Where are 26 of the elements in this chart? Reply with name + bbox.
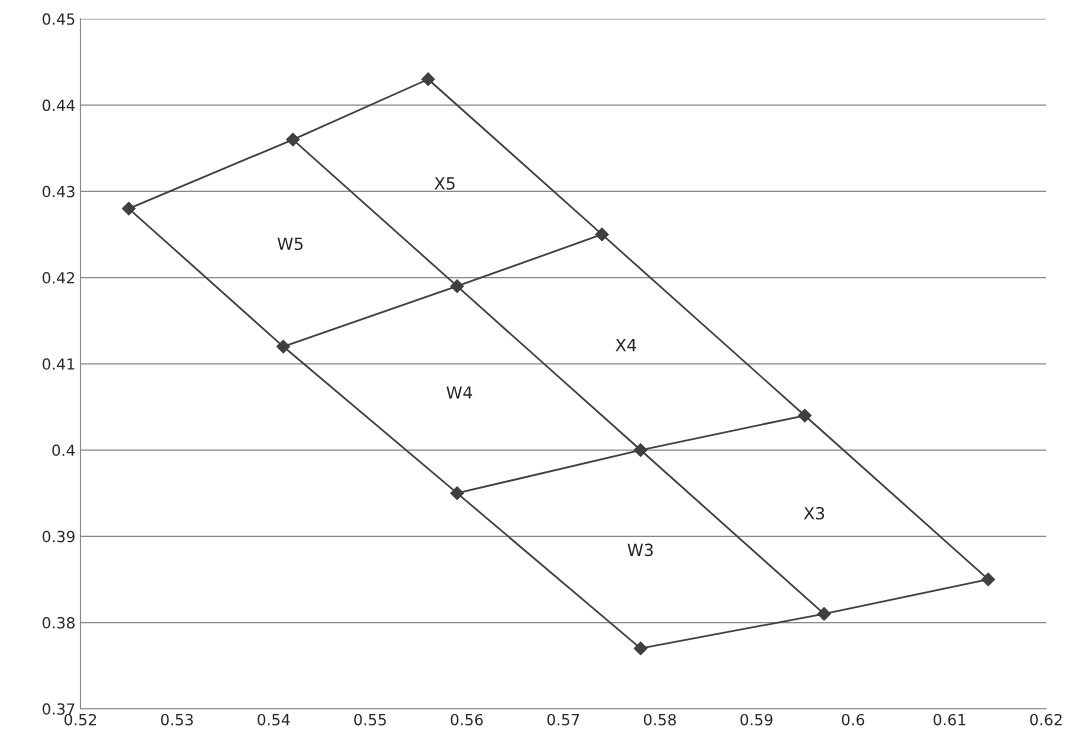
annotation: W3: [627, 543, 653, 557]
x-tick-label: 0.58: [643, 713, 676, 726]
annotation: X4: [615, 339, 637, 352]
y-tick-label: 0.38: [42, 616, 75, 629]
y-tick-label: 0.37: [42, 703, 75, 715]
x-tick-label: 0.57: [547, 713, 580, 726]
x-tick-label: 0.61: [933, 713, 966, 726]
x-tick-label: 0.54: [257, 713, 290, 726]
x-tick-label: 0.52: [64, 713, 96, 726]
y-tick-label: 0.44: [42, 99, 75, 112]
y-tick-label: 0.39: [42, 530, 75, 543]
annotation: W5: [277, 237, 303, 251]
y-tick-label: 0.42: [42, 272, 75, 284]
annotation: X3: [803, 506, 825, 520]
x-tick-label: 0.55: [354, 713, 386, 726]
annotation: X5: [434, 177, 455, 190]
x-tick-label: 0.6: [841, 713, 865, 726]
y-tick-label: 0.43: [42, 185, 75, 198]
x-tick-label: 0.53: [161, 713, 193, 726]
y-tick-label: 0.4: [52, 444, 75, 457]
x-tick-label: 0.62: [1030, 713, 1062, 726]
x-tick-label: 0.59: [740, 713, 773, 726]
annotation: W4: [446, 386, 473, 399]
x-tick-label: 0.56: [450, 713, 483, 726]
y-tick-label: 0.45: [42, 13, 75, 25]
y-tick-label: 0.41: [42, 358, 75, 370]
